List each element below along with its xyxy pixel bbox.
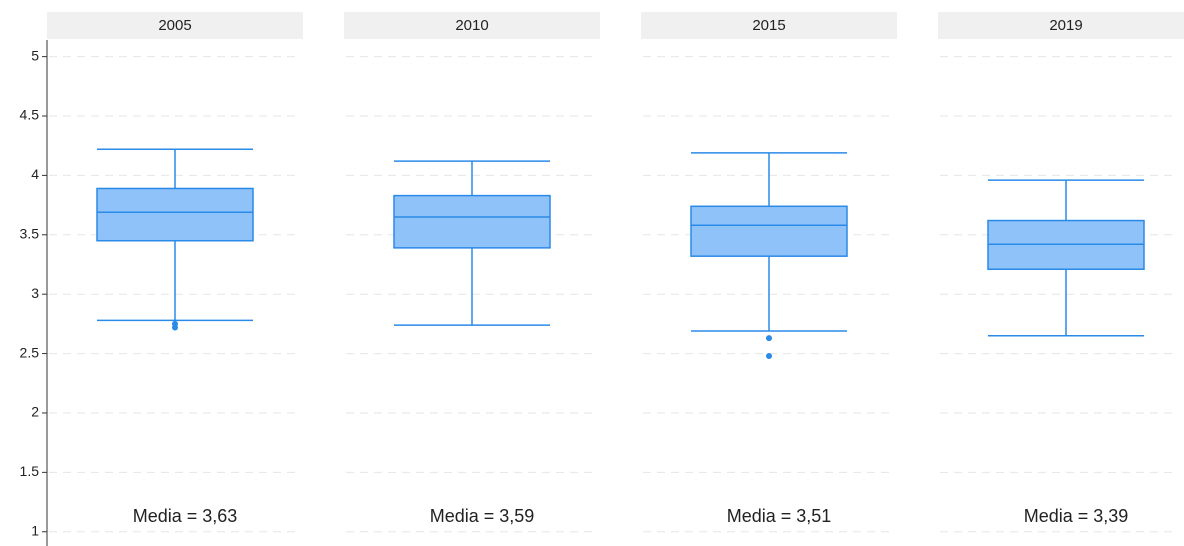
facet-title: 2015 bbox=[752, 17, 785, 34]
annotation: Media = 3,39 bbox=[1024, 506, 1129, 526]
y-tick-label: 5 bbox=[31, 47, 39, 63]
annotation: Media = 3,59 bbox=[430, 506, 535, 526]
y-tick-label: 1.5 bbox=[20, 463, 40, 479]
facet-title: 2019 bbox=[1049, 17, 1082, 34]
annotation: Media = 3,63 bbox=[133, 506, 238, 526]
y-tick-label: 1 bbox=[31, 522, 39, 538]
facet-title: 2010 bbox=[455, 17, 488, 34]
y-tick-label: 4 bbox=[31, 166, 39, 182]
outlier bbox=[766, 335, 772, 342]
y-tick-label: 4.5 bbox=[20, 107, 40, 123]
box bbox=[393, 194, 551, 249]
outlier bbox=[172, 324, 178, 331]
strip bbox=[938, 12, 1184, 39]
strip bbox=[47, 12, 303, 39]
y-tick-label: 2 bbox=[31, 404, 39, 420]
annotation: Media = 3,51 bbox=[727, 506, 832, 526]
outlier bbox=[766, 352, 772, 359]
y-tick-label: 3.5 bbox=[20, 226, 40, 242]
box bbox=[96, 187, 254, 242]
strip bbox=[641, 12, 897, 39]
strip bbox=[344, 12, 600, 39]
box bbox=[690, 205, 848, 257]
y-tick-label: 3 bbox=[31, 285, 39, 301]
y-tick-label: 2.5 bbox=[20, 344, 40, 360]
facet-title: 2005 bbox=[158, 17, 191, 34]
